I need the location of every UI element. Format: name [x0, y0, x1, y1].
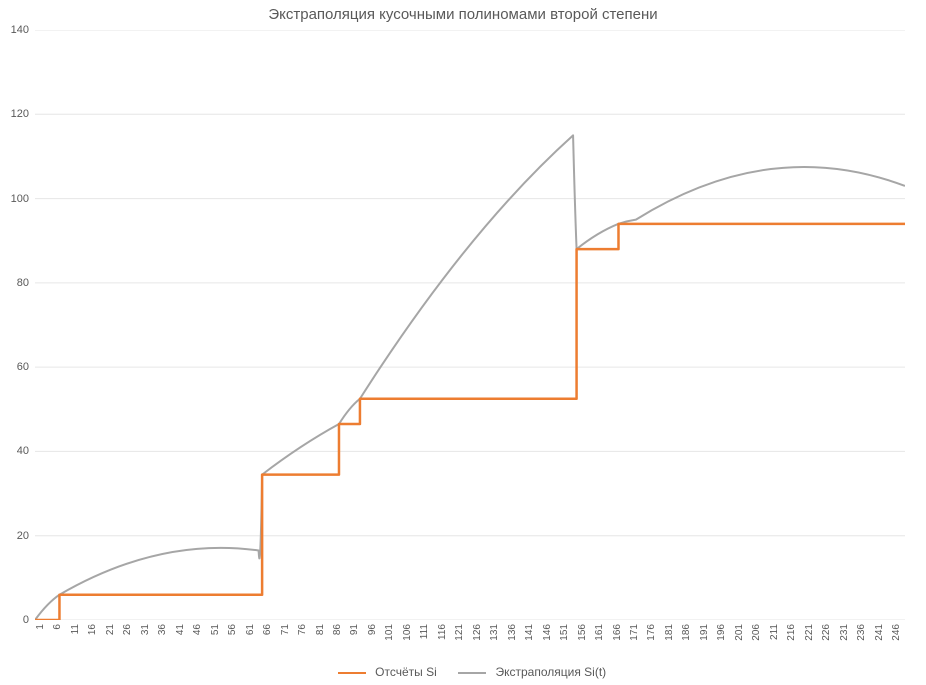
- y-tick-label: 120: [11, 108, 29, 120]
- x-tick-label: 96: [367, 624, 378, 635]
- x-tick-label: 221: [804, 624, 815, 641]
- chart-title: Экстраполяция кусочными полиномами второ…: [0, 6, 926, 23]
- x-tick-label: 71: [280, 624, 291, 635]
- y-tick-label: 100: [11, 193, 29, 205]
- legend: Отсчёты Si Экстраполяция Si(t): [0, 665, 926, 679]
- x-tick-label: 166: [612, 624, 623, 641]
- x-tick-label: 6: [52, 624, 63, 630]
- y-tick-label: 140: [11, 24, 29, 36]
- x-tick-label: 186: [681, 624, 692, 641]
- x-tick-label: 196: [716, 624, 727, 641]
- x-tick-label: 51: [210, 624, 221, 635]
- legend-label-1: Экстраполяция Si(t): [495, 665, 606, 679]
- x-tick-label: 201: [734, 624, 745, 641]
- y-tick-label: 20: [17, 530, 29, 542]
- x-tick-label: 156: [577, 624, 588, 641]
- x-tick-label: 41: [175, 624, 186, 635]
- chart-svg: [35, 30, 905, 620]
- x-tick-label: 11: [70, 624, 81, 634]
- x-tick-label: 126: [472, 624, 483, 641]
- x-tick-label: 241: [874, 624, 885, 641]
- x-tick-label: 116: [437, 624, 448, 640]
- x-tick-label: 206: [751, 624, 762, 641]
- x-tick-label: 46: [192, 624, 203, 635]
- gridlines: [35, 30, 905, 620]
- plot-area: 0204060801001201401611162126313641465156…: [35, 30, 905, 620]
- x-tick-label: 86: [332, 624, 343, 635]
- y-tick-label: 40: [17, 445, 29, 457]
- y-tick-label: 80: [17, 277, 29, 289]
- legend-swatch-0: [338, 672, 366, 674]
- x-tick-label: 36: [157, 624, 168, 635]
- x-tick-label: 236: [856, 624, 867, 641]
- x-tick-label: 226: [821, 624, 832, 641]
- x-tick-label: 216: [786, 624, 797, 641]
- x-tick-label: 176: [646, 624, 657, 641]
- x-tick-label: 106: [402, 624, 413, 641]
- x-tick-label: 111: [419, 624, 430, 639]
- x-tick-label: 91: [349, 624, 360, 635]
- x-tick-label: 231: [839, 624, 850, 641]
- x-tick-label: 246: [891, 624, 902, 641]
- x-tick-label: 146: [542, 624, 553, 641]
- x-tick-label: 131: [489, 624, 500, 641]
- x-tick-label: 26: [122, 624, 133, 635]
- x-tick-label: 181: [664, 624, 675, 641]
- series-extrapolation: [35, 135, 905, 620]
- x-tick-label: 211: [769, 624, 780, 640]
- chart-container: Экстраполяция кусочными полиномами второ…: [0, 0, 926, 685]
- x-tick-label: 66: [262, 624, 273, 635]
- x-tick-label: 81: [315, 624, 326, 635]
- x-tick-label: 141: [524, 624, 535, 641]
- x-tick-label: 151: [559, 624, 570, 641]
- x-tick-label: 121: [454, 624, 465, 641]
- x-tick-label: 136: [507, 624, 518, 641]
- legend-label-0: Отсчёты Si: [375, 665, 437, 679]
- x-tick-label: 31: [140, 624, 151, 635]
- x-tick-label: 61: [245, 624, 256, 635]
- legend-swatch-1: [458, 672, 486, 674]
- x-tick-label: 191: [699, 624, 710, 641]
- x-tick-label: 21: [105, 624, 116, 635]
- x-tick-label: 1: [35, 624, 46, 630]
- x-tick-label: 56: [227, 624, 238, 635]
- x-tick-label: 161: [594, 624, 605, 641]
- x-tick-label: 16: [87, 624, 98, 635]
- x-tick-label: 76: [297, 624, 308, 635]
- y-tick-label: 0: [23, 614, 29, 626]
- y-tick-label: 60: [17, 361, 29, 373]
- x-tick-label: 101: [384, 624, 395, 641]
- x-tick-label: 171: [629, 624, 640, 641]
